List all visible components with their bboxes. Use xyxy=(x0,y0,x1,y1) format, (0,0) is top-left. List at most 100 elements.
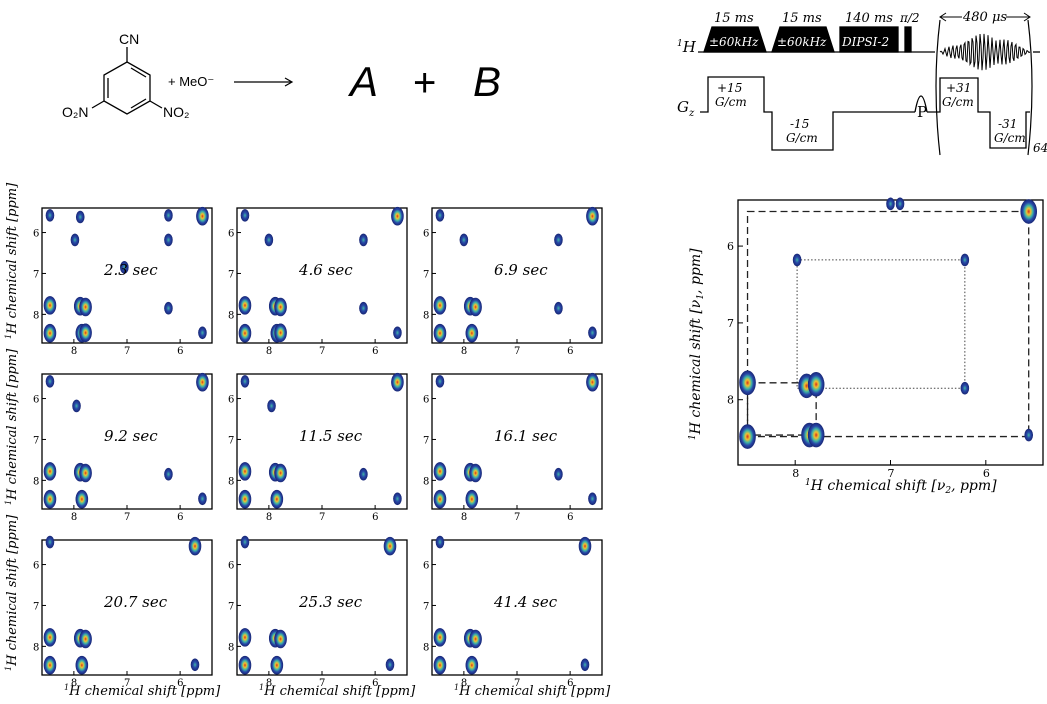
peak xyxy=(459,233,469,247)
y-tick-label: 6 xyxy=(228,561,234,572)
peak xyxy=(435,375,445,388)
benzene-ring xyxy=(91,47,163,115)
peak xyxy=(391,372,404,392)
x-tick-label: 7 xyxy=(124,678,130,689)
peak xyxy=(586,206,599,226)
no2-label: NO₂ xyxy=(163,104,189,120)
peak xyxy=(240,209,250,222)
y-tick-label: 6 xyxy=(423,395,429,406)
y-tick-label: 8 xyxy=(228,310,234,321)
peak xyxy=(274,463,287,483)
y-tick-label: 8 xyxy=(423,642,429,653)
inner-dashed-box xyxy=(746,382,817,436)
peak xyxy=(433,655,447,675)
x-tick-label: 6 xyxy=(372,346,378,357)
spectrum-panel: 8 7 6 6 7 8 20.7 sec xyxy=(33,535,213,689)
peak xyxy=(433,296,447,315)
peak xyxy=(238,655,252,675)
time-label: 20.7 sec xyxy=(103,593,168,611)
y-tick-label: 6 xyxy=(33,561,39,572)
peak xyxy=(238,462,252,481)
grid-y-labels: 1H chemical shift [ppm] 1H chemical shif… xyxy=(4,182,20,671)
time-label: 16.1 sec xyxy=(494,427,558,445)
time-label: 6.9 sec xyxy=(494,261,548,279)
block1-label: ±60kHz xyxy=(709,35,759,49)
peak xyxy=(164,301,173,315)
peak xyxy=(554,301,563,315)
peak xyxy=(586,372,599,392)
peak xyxy=(469,463,482,483)
time-label: 41.4 sec xyxy=(493,593,558,611)
large-y-tick-label: 6 xyxy=(727,240,734,253)
large-xlabel: 1H chemical shift [ν2, ppm] xyxy=(805,478,997,496)
y-tick-label: 8 xyxy=(33,310,39,321)
y-tick-label: 6 xyxy=(423,229,429,240)
peak xyxy=(79,323,92,343)
spectrum-panel: 8 7 6 6 7 8 2.3 sec xyxy=(33,206,213,357)
x-tick-label: 8 xyxy=(71,678,77,689)
y-tick-label: 7 xyxy=(228,435,234,446)
peak xyxy=(190,658,200,672)
block3-label: DIPSI-2 xyxy=(841,35,889,49)
peak xyxy=(433,489,447,509)
reaction-arrow xyxy=(234,77,294,87)
peak xyxy=(240,535,250,549)
peak xyxy=(164,209,173,222)
y-tick-label: 7 xyxy=(33,435,39,446)
x-tick-label: 8 xyxy=(266,678,272,689)
grid-xlabel-col2: 1H chemical shift [ppm] xyxy=(259,683,416,699)
peak xyxy=(359,301,368,315)
peak xyxy=(359,467,368,481)
peak xyxy=(554,467,563,481)
o2n-label: O₂N xyxy=(62,104,88,120)
loop-brackets xyxy=(935,19,1033,156)
peak xyxy=(198,492,207,506)
large-peak xyxy=(1024,428,1034,442)
large-x-tick-label: 6 xyxy=(983,467,990,480)
peak xyxy=(578,536,592,556)
x-tick-label: 6 xyxy=(177,512,183,523)
spectrum-panel: 8 7 6 6 7 8 16.1 sec xyxy=(423,372,603,523)
peak xyxy=(45,535,55,549)
peak xyxy=(435,209,445,222)
spectrum-panel: 8 7 6 6 7 8 11.5 sec xyxy=(228,372,408,523)
large-x-tick-label: 7 xyxy=(888,467,895,480)
block2-label: ±60kHz xyxy=(777,35,827,49)
spectrum-panel: 8 7 6 6 7 8 6.9 sec xyxy=(423,206,603,357)
peak xyxy=(264,233,274,247)
peak xyxy=(43,655,57,675)
x-tick-label: 7 xyxy=(514,678,520,689)
grad2-unit: G/cm xyxy=(786,131,818,145)
peak xyxy=(43,628,57,647)
peak xyxy=(469,297,482,317)
x-tick-label: 6 xyxy=(177,346,183,357)
peak xyxy=(75,489,89,509)
large-ylabel: 1H chemical shift [ν1, ppm] xyxy=(688,248,706,440)
x-tick-label: 7 xyxy=(124,346,130,357)
panel-frame xyxy=(431,207,603,344)
panel-frame xyxy=(431,539,603,676)
peak xyxy=(164,233,173,247)
peak xyxy=(580,658,590,672)
peak xyxy=(196,206,209,226)
x-tick-label: 6 xyxy=(372,678,378,689)
large-y-tick-label: 8 xyxy=(727,394,734,407)
grad3-value: +31 xyxy=(946,81,971,95)
peak xyxy=(359,233,368,247)
large-peak xyxy=(960,253,970,267)
peak xyxy=(45,375,55,388)
peak xyxy=(465,655,479,675)
time-label: 4.6 sec xyxy=(298,261,353,279)
grid-ylabel-row2: 1H chemical shift [ppm] xyxy=(4,348,20,505)
large-y-tick-label: 7 xyxy=(727,317,734,330)
large-peak xyxy=(960,381,970,395)
gz-channel-line xyxy=(700,76,1030,151)
x-tick-label: 7 xyxy=(124,512,130,523)
peak xyxy=(393,492,402,506)
x-tick-label: 6 xyxy=(567,346,573,357)
x-tick-label: 6 xyxy=(177,678,183,689)
panel-frame xyxy=(236,539,408,676)
peak xyxy=(196,372,209,392)
y-tick-label: 8 xyxy=(228,642,234,653)
